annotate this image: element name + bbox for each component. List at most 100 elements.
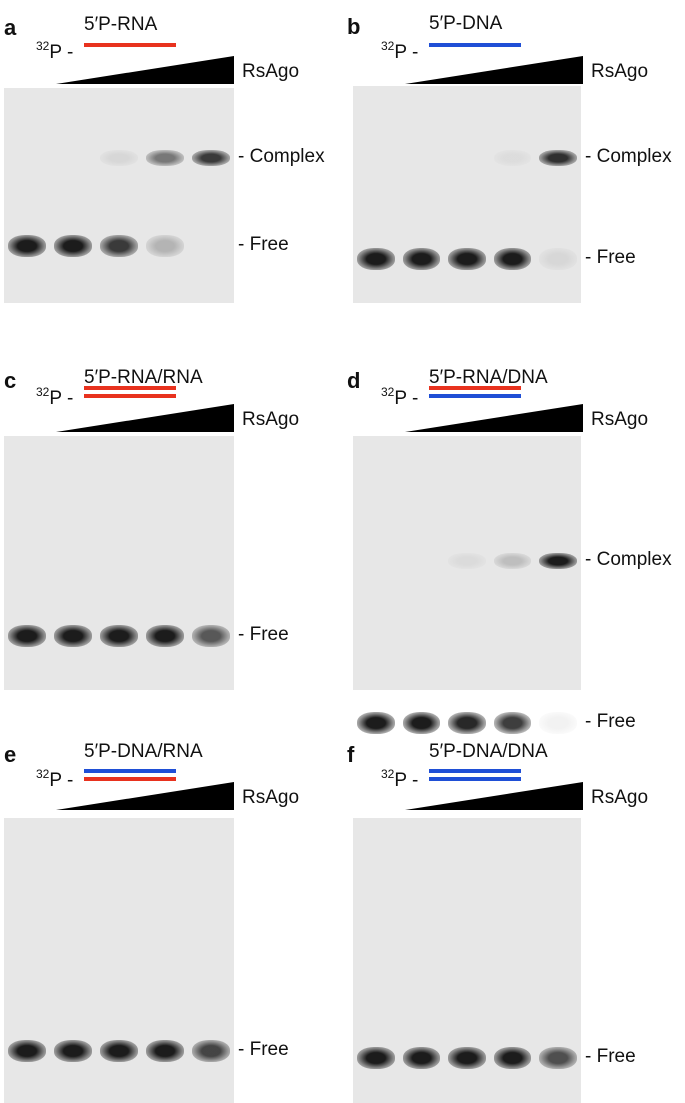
isotope-element: P [49, 770, 62, 791]
isotope-label: 32P - [36, 764, 73, 791]
complex-band [539, 553, 577, 569]
complex-band [146, 150, 184, 166]
isotope-label: 32P - [36, 36, 73, 63]
gel-image [4, 436, 234, 690]
protein-label: RsAgo [242, 61, 300, 82]
panel-letter: b [347, 14, 361, 39]
concentration-wedge [56, 56, 234, 84]
substrate-label: 5′P-DNA/DNA [429, 741, 548, 762]
isotope-dash: - [61, 388, 74, 409]
free-marker: - Free [585, 1046, 636, 1067]
panel-letter: e [4, 742, 17, 767]
complex-band [539, 150, 577, 166]
free-band [192, 1040, 230, 1062]
wedge-shape [56, 782, 234, 810]
free-band [493, 1047, 532, 1069]
free-band [402, 248, 441, 270]
free-marker: - Free [238, 234, 289, 255]
free-band [402, 1047, 441, 1069]
dna-strand [429, 43, 521, 47]
wedge-shape [405, 782, 583, 810]
free-band [493, 712, 532, 734]
free-band [357, 712, 395, 734]
panel-a: a 5′P-RNA 32P - RsAgo - Complex - Free [0, 0, 342, 367]
free-band [539, 1047, 577, 1069]
free-band [8, 235, 46, 257]
gel-image [4, 818, 234, 1103]
free-band [539, 712, 577, 734]
free-band [493, 248, 532, 270]
free-band [100, 235, 138, 257]
isotope-element: P [49, 388, 62, 409]
free-band [54, 625, 92, 647]
substrate-label: 5′P-DNA/RNA [84, 741, 203, 762]
free-band [357, 248, 395, 270]
free-band [402, 712, 441, 734]
dna-strand [429, 394, 521, 398]
complex-band [493, 150, 532, 166]
isotope-dash: - [406, 388, 419, 409]
free-band [100, 625, 138, 647]
free-marker: - Free [585, 711, 636, 732]
protein-label: RsAgo [242, 409, 300, 430]
isotope-dash: - [406, 770, 419, 791]
free-marker: - Free [238, 1039, 289, 1060]
isotope-mass: 32 [381, 39, 395, 53]
gel-image [353, 86, 581, 303]
isotope-element: P [394, 42, 407, 63]
free-band [8, 625, 46, 647]
gel-image [353, 436, 581, 734]
isotope-mass: 32 [381, 767, 395, 781]
free-band [146, 1040, 184, 1062]
isotope-mass: 32 [36, 385, 50, 399]
free-band [448, 1047, 486, 1069]
protein-label: RsAgo [242, 787, 300, 808]
wedge-shape [56, 404, 234, 432]
free-band [146, 625, 184, 647]
isotope-label: 32P - [381, 382, 418, 409]
panel-e: e 5′P-DNA/RNA 32P - RsAgo - Free [0, 736, 342, 1103]
complex-band [100, 150, 138, 166]
free-band [448, 248, 486, 270]
rna-strand [84, 777, 176, 781]
concentration-wedge [56, 782, 234, 810]
rna-strand [429, 386, 521, 390]
free-band [539, 248, 577, 270]
complex-marker: - Complex [585, 549, 672, 570]
panel-d: d 5′P-RNA/DNA 32P - RsAgo - Complex - Free [345, 368, 685, 735]
isotope-label: 32P - [381, 764, 418, 791]
protein-label: RsAgo [591, 409, 649, 430]
substrate-label: 5′P-RNA/RNA [84, 367, 203, 388]
substrate-label: 5′P-RNA/DNA [429, 367, 548, 388]
isotope-dash: - [61, 770, 74, 791]
complex-band [192, 150, 230, 166]
rna-strand [84, 43, 176, 47]
complex-band [493, 553, 532, 569]
panel-letter: f [347, 742, 355, 767]
wedge-shape [56, 56, 234, 84]
concentration-wedge [56, 404, 234, 432]
protein-label: RsAgo [591, 61, 649, 82]
rna-strand [84, 394, 176, 398]
panel-f: f 5′P-DNA/DNA 32P - RsAgo - Free [345, 736, 685, 1103]
free-marker: - Free [238, 624, 289, 645]
concentration-wedge [405, 56, 583, 84]
isotope-element: P [49, 42, 62, 63]
panel-letter: a [4, 15, 17, 40]
isotope-label: 32P - [36, 382, 73, 409]
wedge-shape [405, 404, 583, 432]
isotope-dash: - [406, 42, 419, 63]
panel-letter: c [4, 368, 17, 393]
free-band [100, 1040, 138, 1062]
complex-band [448, 553, 486, 569]
panel-letter: d [347, 368, 361, 393]
panel-c: c 5′P-RNA/RNA 32P - RsAgo - Free [0, 368, 342, 735]
panel-b: b 5′P-DNA 32P - RsAgo - Complex - Free [345, 0, 685, 367]
free-band [357, 1047, 395, 1069]
free-band [54, 235, 92, 257]
free-marker: - Free [585, 247, 636, 268]
complex-marker: - Complex [585, 146, 672, 167]
isotope-element: P [394, 770, 407, 791]
dna-strand [429, 777, 521, 781]
concentration-wedge [405, 782, 583, 810]
